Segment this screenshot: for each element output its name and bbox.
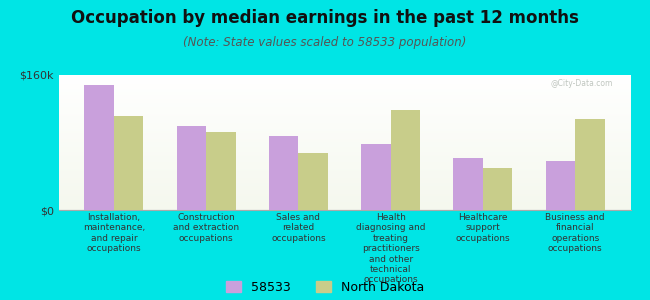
Legend: 58533, North Dakota: 58533, North Dakota [226, 281, 424, 294]
Bar [545, 161, 575, 210]
Text: (Note: State values scaled to 58533 population): (Note: State values scaled to 58533 popu… [183, 36, 467, 49]
Bar [391, 110, 420, 210]
Bar [575, 119, 604, 210]
Text: Construction
and extraction
occupations: Construction and extraction occupations [173, 213, 239, 243]
Text: @City-Data.com: @City-Data.com [551, 79, 614, 88]
Bar [114, 116, 144, 210]
Bar [453, 158, 483, 210]
Text: Sales and
related
occupations: Sales and related occupations [271, 213, 326, 243]
Text: Installation,
maintenance,
and repair
occupations: Installation, maintenance, and repair oc… [83, 213, 145, 253]
Bar [177, 126, 206, 210]
Bar [269, 136, 298, 210]
Bar [84, 85, 114, 210]
Text: Healthcare
support
occupations: Healthcare support occupations [456, 213, 510, 243]
Bar [483, 168, 512, 210]
Text: Occupation by median earnings in the past 12 months: Occupation by median earnings in the pas… [71, 9, 579, 27]
Text: Health
diagnosing and
treating
practitioners
and other
technical
occupations: Health diagnosing and treating practitio… [356, 213, 425, 284]
Bar [361, 144, 391, 210]
Bar [206, 131, 236, 210]
Bar [298, 153, 328, 210]
Text: Business and
financial
operations
occupations: Business and financial operations occupa… [545, 213, 605, 253]
